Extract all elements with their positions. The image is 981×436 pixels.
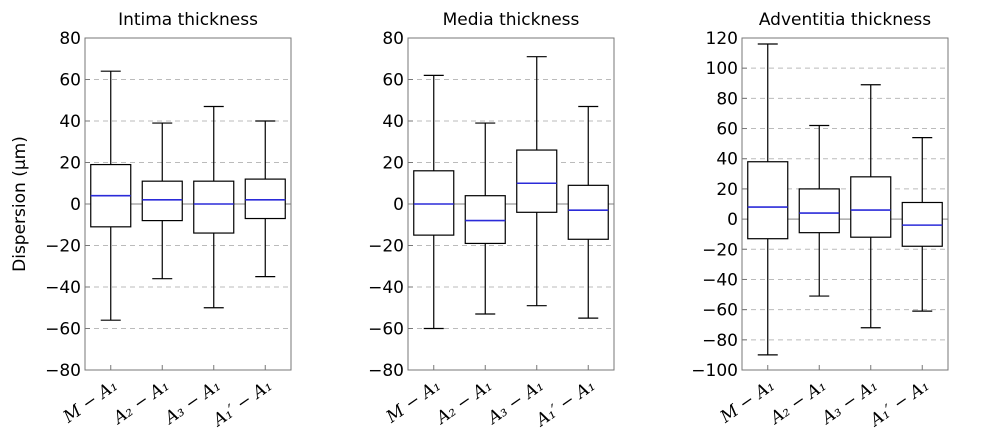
- y-tick-label-panel1-7: 60: [59, 71, 81, 91]
- panel3-box1-iqr: [747, 161, 789, 240]
- panel1-box4-iqr: [244, 178, 286, 220]
- y-tick-label-panel1-6: 40: [59, 112, 81, 132]
- panel1-box1-category-label: M − A₁: [59, 376, 122, 428]
- y-tick-label-panel2-3: −20: [368, 237, 404, 257]
- y-tick-label-panel3-6: 20: [716, 180, 738, 200]
- y-tick-label-panel2-1: −60: [368, 320, 404, 340]
- axes-frame-panel1: [84, 37, 292, 371]
- y-tick-label-panel3-3: −40: [702, 270, 738, 290]
- y-tick-label-panel1-8: 80: [59, 29, 81, 49]
- y-tick-label-panel3-0: −100: [691, 361, 738, 381]
- panel1-box2-iqr: [141, 180, 183, 222]
- y-tick-label-panel1-1: −60: [45, 320, 81, 340]
- y-tick-label-panel3-9: 80: [716, 89, 738, 109]
- y-axis-label: Dispersion (µm): [10, 136, 30, 272]
- y-tick-label-panel1-3: −20: [45, 237, 81, 257]
- y-tick-label-panel2-2: −40: [368, 278, 404, 298]
- panel3-box2-category-label: A₂ − A₁: [765, 376, 830, 430]
- y-tick-label-panel3-2: −60: [702, 301, 738, 321]
- y-tick-label-panel3-7: 40: [716, 150, 738, 170]
- panel3-box1-category-label: M − A₁: [716, 376, 779, 428]
- panel-title-2: Media thickness: [443, 10, 580, 30]
- panel2-box1-iqr: [413, 170, 455, 236]
- y-tick-label-panel1-4: 0: [70, 195, 81, 215]
- panel1-box2-category-label: A₂ − A₁: [108, 376, 173, 430]
- y-tick-label-panel2-5: 20: [382, 154, 404, 174]
- panel2-box2-iqr: [464, 195, 506, 245]
- y-tick-label-panel2-6: 40: [382, 112, 404, 132]
- y-tick-label-panel1-0: −80: [45, 361, 81, 381]
- panel2-box4-iqr: [567, 184, 609, 240]
- y-tick-label-panel3-5: 0: [727, 210, 738, 230]
- y-tick-label-panel3-4: −20: [702, 240, 738, 260]
- y-tick-label-panel1-5: 20: [59, 154, 81, 174]
- y-tick-label-panel2-0: −80: [368, 361, 404, 381]
- y-tick-label-panel1-2: −40: [45, 278, 81, 298]
- y-tick-label-panel2-4: 0: [393, 195, 404, 215]
- panel3-box3-iqr: [850, 176, 892, 238]
- panel1-box3-iqr: [193, 180, 235, 234]
- y-tick-label-panel3-10: 100: [706, 59, 738, 79]
- panel2-box2-category-label: A₂ − A₁: [431, 376, 496, 430]
- y-tick-label-panel2-8: 80: [382, 29, 404, 49]
- axes-frame-panel2: [407, 37, 615, 371]
- axes-frame-panel3: [741, 37, 949, 371]
- y-tick-label-panel3-11: 120: [706, 29, 738, 49]
- panel-title-3: Adventitia thickness: [759, 10, 931, 30]
- y-tick-label-panel3-1: −80: [702, 331, 738, 351]
- y-tick-label-panel3-8: 60: [716, 120, 738, 140]
- panel2-box3-iqr: [516, 149, 558, 213]
- panel3-box2-iqr: [798, 188, 840, 234]
- panel2-box1-category-label: M − A₁: [382, 376, 445, 428]
- panel-title-1: Intima thickness: [118, 10, 258, 30]
- y-tick-label-panel2-7: 60: [382, 71, 404, 91]
